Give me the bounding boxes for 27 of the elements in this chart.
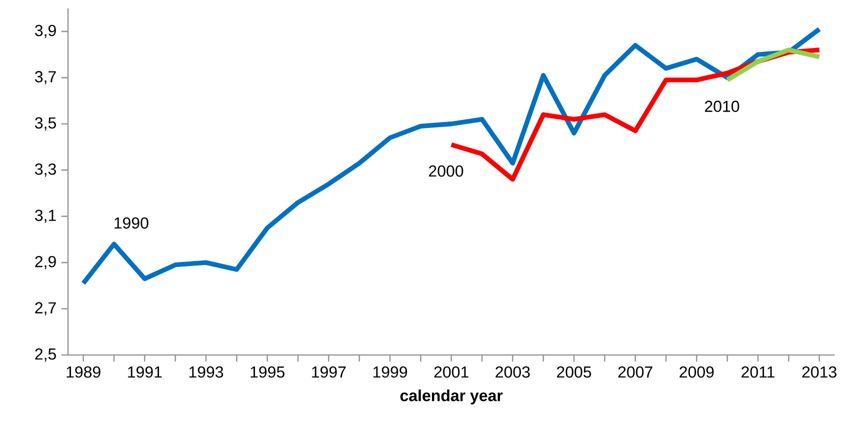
x-tick-label: 1995 (250, 366, 284, 378)
x-tick-label: 1989 (66, 366, 100, 378)
x-tick-label: 2005 (556, 366, 592, 378)
y-tick-label: 3,5 (35, 117, 56, 130)
x-tick-label: 2001 (434, 366, 468, 378)
y-tick-label: 3,9 (35, 24, 56, 38)
series-label: 2000 (428, 165, 464, 177)
x-axis-title: calendar year (400, 390, 503, 404)
x-tick-label: 1997 (312, 366, 346, 378)
x-tick-label: 1999 (373, 366, 408, 378)
series-label: 2010 (704, 100, 740, 112)
y-tick-label: 3,7 (35, 71, 56, 84)
x-tick-label: 1991 (128, 366, 162, 378)
y-tick-label: 2,5 (35, 348, 56, 362)
x-tick-label: 2009 (680, 366, 714, 378)
x-tick-label: 2003 (496, 366, 530, 378)
line-series (81, 26, 822, 286)
y-tick-label: 2,7 (35, 302, 56, 316)
x-tick-label: 2007 (618, 366, 652, 378)
y-tick-label: 2,9 (35, 256, 56, 270)
x-tick-label: 2011 (742, 366, 774, 378)
series-label: 1990 (114, 217, 148, 229)
x-tick-label: 2013 (802, 366, 836, 378)
x-tick-label: 1993 (189, 366, 224, 378)
line-series (724, 48, 822, 82)
y-tick-label: 3,3 (35, 163, 56, 177)
y-tick-label: 3,1 (35, 210, 56, 223)
